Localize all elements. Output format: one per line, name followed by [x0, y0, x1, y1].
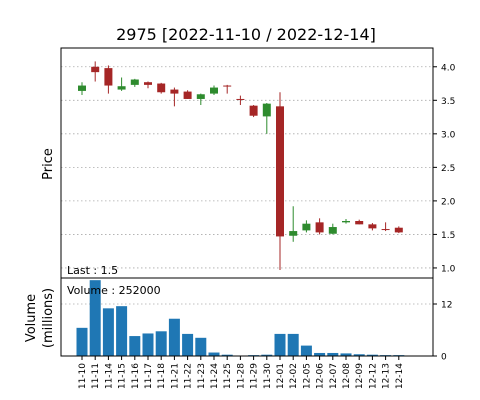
x-tick-label: 12-12 — [368, 363, 378, 389]
x-tick-label: 11-11 — [91, 363, 101, 389]
volume-bar — [182, 333, 194, 356]
candle-body — [144, 82, 152, 85]
candle-body — [157, 83, 166, 93]
volume-bar — [208, 352, 220, 356]
volume-bar — [142, 333, 154, 356]
volume-bar — [353, 354, 365, 356]
volume-bar — [221, 354, 233, 356]
volume-tick-label: 0 — [441, 353, 447, 363]
x-tick-label: 12-14 — [395, 363, 405, 389]
x-tick-label: 11-30 — [263, 363, 273, 389]
candle-body — [130, 79, 139, 85]
x-tick-label: 11-14 — [104, 363, 114, 389]
volume-bar — [129, 336, 141, 356]
volume-tick-label: 12 — [441, 301, 452, 311]
price-axis-label: Price — [41, 148, 56, 180]
volume-bar — [300, 345, 312, 356]
candle-body — [289, 231, 298, 236]
candle-body — [315, 222, 324, 233]
candle-body — [381, 229, 390, 231]
x-tick-label: 12-01 — [276, 363, 286, 389]
candle-body — [262, 103, 271, 117]
volume-panel-frame — [60, 277, 434, 357]
price-tick-label: 1.0 — [441, 264, 456, 274]
candle-body — [276, 106, 284, 237]
candle-body — [117, 86, 126, 90]
volume-axis-label-line2: (millions) — [41, 288, 56, 348]
candle-body — [342, 221, 350, 223]
x-tick-label: 11-28 — [236, 363, 246, 389]
volume-bar — [102, 308, 114, 356]
x-tick-label: 12-06 — [316, 363, 326, 389]
candle-body — [302, 223, 311, 231]
volume-bar — [76, 327, 88, 356]
price-tick-label: 2.5 — [441, 164, 455, 174]
candle-body — [183, 91, 192, 99]
last-price-label: Last : 1.5 — [67, 264, 118, 277]
candle-body — [355, 221, 364, 225]
volume-bar — [195, 337, 207, 356]
volume-axis-label-line1: Volume — [24, 294, 39, 342]
x-tick-label: 11-18 — [157, 363, 167, 389]
volume-bars-layer — [76, 280, 405, 356]
x-tick-label: 11-17 — [144, 363, 154, 389]
price-tick-label: 3.0 — [441, 130, 456, 140]
candle-body — [236, 98, 245, 100]
x-tick-label: 12-02 — [289, 363, 299, 389]
volume-bar — [274, 333, 286, 356]
volume-bar — [155, 331, 167, 356]
volume-annotation: Volume : 252000 — [67, 284, 161, 297]
x-axis-ticks: 11-10 11-11 11-14 11-15 11-16 11-17 11-18 11-21… — [78, 356, 405, 389]
price-tick-label: 3.5 — [441, 97, 455, 107]
x-tick-label: 11-25 — [223, 363, 233, 389]
x-tick-label: 11-16 — [131, 363, 141, 389]
candle-body — [368, 224, 377, 229]
x-tick-label: 11-15 — [118, 363, 128, 389]
price-tick-label: 4.0 — [441, 63, 456, 73]
candle-body — [210, 87, 218, 94]
volume-bar — [340, 353, 352, 356]
candle-body — [249, 105, 258, 116]
candle-body — [170, 89, 179, 94]
x-tick-label: 11-29 — [250, 363, 260, 389]
x-tick-label: 12-13 — [382, 363, 392, 389]
price-tick-label: 1.5 — [441, 231, 455, 241]
candle-body — [104, 68, 113, 86]
volume-axis-ticks: 0 12 — [433, 301, 452, 363]
x-tick-label: 12-08 — [342, 363, 352, 389]
x-tick-label: 11-10 — [78, 363, 88, 389]
price-axis-ticks: 1.0 1.5 2.0 2.5 3.0 3.5 4.0 — [433, 63, 456, 274]
x-tick-label: 11-23 — [197, 363, 207, 389]
x-tick-label: 11-22 — [184, 363, 194, 389]
candle-body — [394, 227, 403, 233]
volume-bar — [366, 354, 378, 356]
candle-body — [91, 66, 100, 73]
volume-bar — [327, 352, 339, 356]
volume-bar — [287, 333, 299, 356]
candles-layer — [78, 61, 403, 270]
price-panel-frame — [60, 47, 434, 279]
x-tick-label: 12-09 — [355, 363, 365, 389]
candle-body — [78, 85, 86, 91]
candle-body — [196, 94, 205, 99]
volume-bar — [168, 318, 180, 356]
x-tick-label: 11-21 — [170, 363, 180, 389]
x-tick-label: 12-07 — [329, 363, 339, 389]
volume-bar — [116, 306, 128, 356]
price-tick-label: 2.0 — [441, 197, 456, 207]
volume-bar — [89, 280, 101, 356]
candle-body — [328, 227, 337, 234]
x-tick-label: 12-05 — [302, 363, 312, 389]
price-grid — [61, 66, 433, 269]
candle-body — [223, 85, 232, 87]
volume-bar — [261, 354, 273, 356]
chart-title: 2975 [2022-11-10 / 2022-12-14] — [116, 25, 376, 44]
volume-bar — [314, 352, 326, 356]
x-tick-label: 11-24 — [210, 363, 220, 389]
